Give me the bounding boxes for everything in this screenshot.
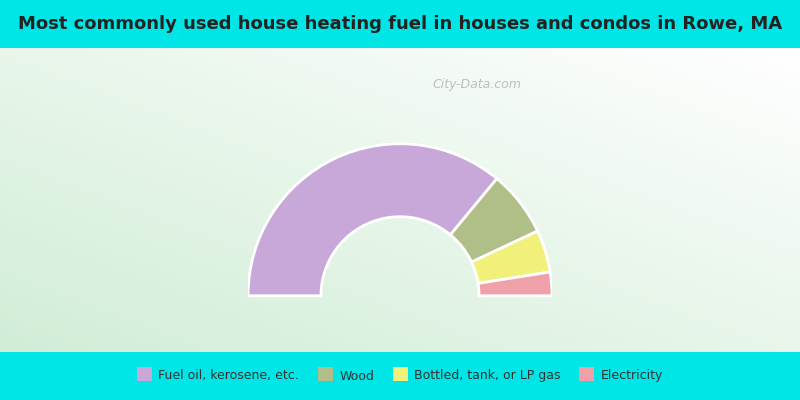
Wedge shape bbox=[450, 179, 538, 262]
Wedge shape bbox=[248, 144, 497, 296]
Legend: Fuel oil, kerosene, etc., Wood, Bottled, tank, or LP gas, Electricity: Fuel oil, kerosene, etc., Wood, Bottled,… bbox=[132, 364, 668, 388]
Wedge shape bbox=[478, 272, 552, 296]
Text: City-Data.com: City-Data.com bbox=[433, 78, 522, 91]
Text: Most commonly used house heating fuel in houses and condos in Rowe, MA: Most commonly used house heating fuel in… bbox=[18, 15, 782, 33]
Wedge shape bbox=[471, 231, 550, 283]
